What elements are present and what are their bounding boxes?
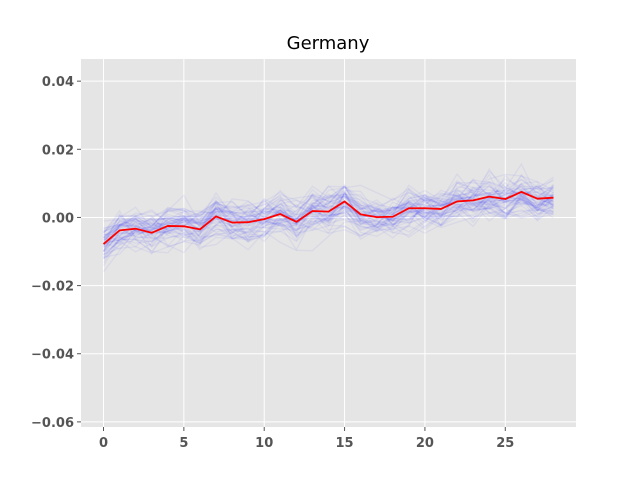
background-trace-58 (103, 184, 554, 256)
background-trace-12 (102, 181, 554, 252)
x-tick-label-1: 5 (179, 436, 188, 451)
background-trace-34 (103, 193, 554, 232)
y-tick-label-0: −0.06 (31, 416, 74, 431)
y-tick-label-5: 0.04 (42, 75, 74, 90)
background-trace-25 (102, 187, 555, 240)
background-trace-11 (103, 172, 554, 254)
background-trace-28 (103, 191, 554, 248)
background-trace-32 (103, 190, 554, 235)
background-trace-30 (103, 197, 554, 242)
background-trace-44 (103, 180, 554, 245)
y-tick-label-4: 0.02 (42, 143, 74, 158)
grid-lines (81, 59, 576, 427)
background-trace-1 (103, 173, 554, 245)
background-trace-17 (103, 178, 554, 260)
background-trace-29 (103, 185, 554, 252)
x-axis: 0 5 10 15 20 25 (99, 427, 514, 451)
background-trace-31 (102, 173, 555, 239)
background-trace-26 (103, 183, 554, 252)
y-tick-label-1: −0.04 (31, 348, 74, 363)
x-tick-label-0: 0 (99, 436, 108, 451)
y-tick-label-3: 0.00 (42, 211, 74, 226)
background-trace-51 (103, 175, 554, 254)
background-trace-0 (103, 185, 554, 243)
background-trace-2 (102, 194, 554, 266)
background-trace-45 (103, 178, 554, 239)
background-trace-59 (103, 184, 554, 260)
background-trace-23 (103, 192, 554, 245)
background-trace-37 (102, 197, 554, 252)
background-trace-56 (102, 176, 554, 259)
background-trace-43 (103, 174, 554, 256)
x-tick-label-2: 10 (255, 436, 273, 451)
background-trace-19 (103, 186, 554, 253)
background-trace-27 (103, 183, 554, 238)
background-trace-47 (102, 177, 554, 258)
background-trace-16 (102, 185, 554, 242)
y-tick-label-2: −0.02 (31, 280, 74, 295)
background-trace-15 (103, 183, 554, 229)
background-trace-41 (102, 185, 554, 253)
background-trace-35 (103, 173, 555, 244)
background-trace-52 (103, 167, 554, 257)
background-trace-55 (102, 191, 554, 264)
x-tick-label-3: 15 (336, 436, 354, 451)
chart-title: Germany (287, 33, 370, 54)
series-line-mean (102, 190, 554, 245)
background-trace-7 (103, 179, 554, 255)
background-trace-36 (103, 183, 554, 253)
plot-area-background (81, 59, 576, 427)
background-trace-40 (103, 189, 554, 239)
background-trace-46 (102, 193, 554, 273)
background-trace-42 (103, 162, 554, 237)
background-trace-57 (102, 191, 554, 253)
background-trace-50 (103, 191, 554, 247)
background-trace-49 (102, 189, 554, 248)
x-tick-label-4: 20 (416, 436, 434, 451)
background-trace-20 (102, 192, 554, 246)
background-trace-54 (103, 190, 554, 258)
background-trace-9 (103, 184, 555, 244)
background-trace-24 (103, 187, 554, 241)
background-trace-6 (103, 191, 554, 247)
background-trace-14 (102, 191, 554, 244)
y-axis: −0.06 −0.04 −0.02 0.00 0.02 0.04 (31, 75, 81, 431)
series-layer (102, 190, 554, 245)
background-trace-48 (102, 190, 555, 256)
background-trace-10 (102, 186, 554, 244)
background-trace-4 (102, 195, 555, 253)
background-trace-21 (103, 181, 554, 251)
background-trace-33 (103, 196, 554, 248)
background-trace-5 (103, 185, 555, 239)
x-tick-label-5: 25 (496, 436, 514, 451)
background-trace-39 (102, 190, 554, 249)
background-trace-38 (102, 189, 554, 246)
